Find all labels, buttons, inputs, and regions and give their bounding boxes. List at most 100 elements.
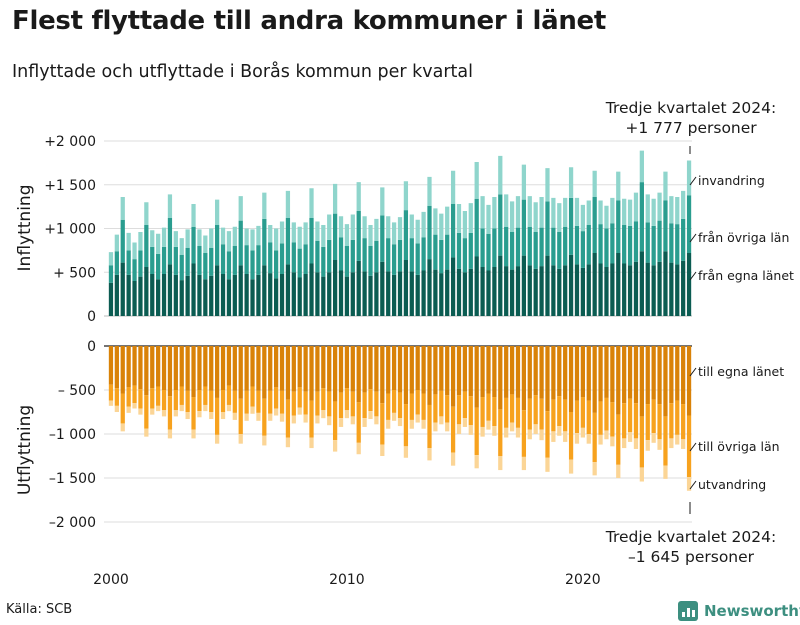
bar-from-own-county	[132, 281, 137, 316]
bar-from-own-county	[344, 276, 350, 317]
newsworthy-logo[interactable]: Newsworthy	[678, 599, 800, 623]
bar-to-other-counties	[350, 391, 355, 417]
series-leader	[689, 442, 697, 452]
bar-to-own-county	[268, 346, 273, 391]
bar-from-own-county	[604, 267, 609, 316]
bar-from-other-counties	[403, 210, 409, 261]
bar-to-other-counties	[409, 393, 414, 420]
bar-from-own-county	[191, 263, 196, 316]
bar-from-other-counties	[586, 225, 591, 265]
bar-to-own-county	[132, 346, 137, 386]
bar-immigration	[403, 181, 409, 211]
bar-emigration	[598, 434, 603, 445]
bar-to-own-county	[456, 346, 462, 396]
bar-to-other-counties	[297, 387, 302, 408]
bar-to-other-counties	[167, 396, 173, 430]
bar-to-own-county	[492, 346, 497, 398]
bar-immigration	[144, 202, 149, 225]
bar-to-own-county	[179, 346, 184, 387]
bar-to-own-county	[622, 346, 627, 404]
bar-to-other-counties	[126, 387, 131, 407]
bar-from-own-county	[563, 265, 568, 316]
bar-to-other-counties	[521, 410, 527, 457]
bar-emigration	[627, 432, 633, 442]
bar-from-own-county	[386, 271, 391, 317]
bar-immigration	[539, 197, 544, 228]
bar-immigration	[545, 168, 550, 202]
bar-to-other-counties	[215, 397, 220, 435]
inflow-callout-line-1: Tredje kvartalet 2024:	[605, 99, 777, 117]
bar-from-own-county	[215, 265, 220, 316]
outflow-tick-label: 0	[87, 339, 96, 355]
bar-to-other-counties	[332, 401, 338, 441]
bar-from-own-county	[156, 279, 161, 316]
bar-immigration	[480, 196, 485, 229]
bar-immigration	[610, 197, 615, 224]
bar-from-own-county	[226, 279, 232, 316]
outflow-axis-title: Utflyttning	[15, 405, 35, 495]
bar-to-other-counties	[568, 412, 574, 460]
bar-from-other-counties	[185, 247, 190, 276]
bar-from-own-county	[515, 266, 521, 317]
bar-from-own-county	[356, 260, 361, 317]
bar-to-own-county	[509, 346, 515, 395]
bar-to-other-counties	[539, 398, 544, 430]
bar-immigration	[645, 194, 650, 223]
bar-to-other-counties	[639, 416, 644, 468]
bar-emigration	[150, 408, 155, 415]
bar-to-other-counties	[480, 397, 485, 427]
bar-immigration	[474, 162, 479, 199]
bar-from-other-counties	[474, 198, 479, 257]
bar-from-other-counties	[415, 243, 420, 275]
bar-to-other-counties	[150, 388, 155, 409]
bar-to-other-counties	[226, 385, 232, 405]
bar-immigration	[120, 197, 125, 220]
bar-to-other-counties	[686, 415, 692, 478]
bar-from-other-counties	[203, 253, 208, 280]
bar-from-other-counties	[622, 225, 627, 264]
bar-to-other-counties	[274, 387, 279, 409]
bar-emigration	[616, 464, 621, 478]
bar-to-other-counties	[279, 390, 285, 414]
bar-immigration	[604, 205, 609, 229]
bar-from-other-counties	[533, 232, 538, 269]
bar-from-other-counties	[557, 232, 562, 269]
bar-to-own-county	[657, 346, 662, 405]
inflow-tick-label: +1 000	[44, 222, 96, 238]
bar-immigration	[616, 171, 621, 201]
bar-from-own-county	[627, 265, 633, 316]
bar-to-own-county	[486, 346, 491, 394]
bar-from-own-county	[114, 274, 119, 317]
bar-immigration	[327, 214, 332, 240]
bar-emigration	[639, 467, 644, 482]
bar-immigration	[551, 197, 556, 228]
bar-from-own-county	[539, 266, 544, 317]
bar-to-other-counties	[185, 390, 190, 412]
bar-to-other-counties	[291, 391, 296, 416]
bar-emigration	[415, 414, 420, 423]
bar-to-own-county	[645, 346, 650, 405]
bar-from-own-county	[439, 273, 444, 317]
bar-emigration	[474, 455, 479, 469]
bar-to-other-counties	[415, 390, 420, 415]
bar-to-own-county	[586, 346, 591, 401]
bar-immigration	[203, 235, 208, 253]
bar-to-own-county	[380, 346, 385, 404]
bar-from-other-counties	[285, 218, 291, 265]
bar-immigration	[397, 217, 403, 240]
bar-from-own-county	[274, 278, 279, 317]
bar-emigration	[563, 431, 568, 442]
bar-to-own-county	[114, 346, 119, 389]
bar-emigration	[332, 440, 338, 452]
bar-from-other-counties	[598, 224, 603, 264]
bar-to-own-county	[504, 346, 509, 398]
bar-to-own-county	[303, 346, 308, 392]
bar-to-own-county	[391, 346, 397, 390]
bar-to-other-counties	[574, 400, 580, 434]
bar-to-own-county	[368, 346, 373, 390]
bar-from-own-county	[250, 279, 255, 316]
bar-immigration	[268, 225, 273, 243]
bar-immigration	[563, 197, 568, 227]
bar-emigration	[173, 410, 178, 417]
